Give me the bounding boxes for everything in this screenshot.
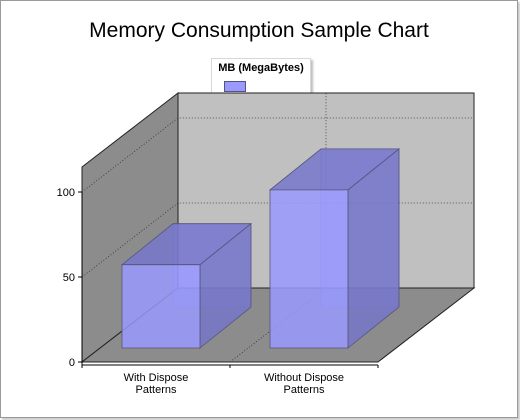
x-category-label: Patterns [136,384,177,396]
x-category-label: Without Dispose [264,372,344,384]
y-tick-label: 0 [69,357,75,369]
legend-swatch [224,81,246,92]
bar [269,189,349,349]
y-tick-label: 100 [57,187,75,199]
legend-series-name: MB (MegaBytes) [218,62,304,74]
x-category-label: Patterns [284,384,325,396]
y-tick-label: 50 [63,272,75,284]
y-gridline [81,117,474,193]
bar [121,264,201,349]
chart-title: Memory Consumption Sample Chart [89,19,429,42]
x-category-label: With Dispose [124,372,189,384]
